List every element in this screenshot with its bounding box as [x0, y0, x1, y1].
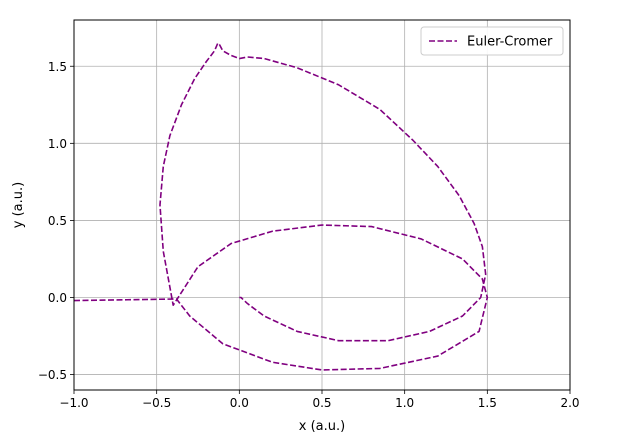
x-tick-label: 0.0	[230, 396, 249, 410]
x-tick-label: 0.5	[312, 396, 331, 410]
y-tick-label: 0.5	[48, 214, 67, 228]
x-tick-label: 1.5	[478, 396, 497, 410]
series-line-euler-cromer	[74, 42, 489, 371]
x-tick-label: 1.0	[395, 396, 414, 410]
y-tick-label: 0.0	[48, 291, 67, 305]
plot-lines	[74, 42, 489, 371]
x-axis-label: x (a.u.)	[299, 419, 345, 434]
x-tick-label: −0.5	[142, 396, 171, 410]
y-tick-label: −0.5	[38, 368, 67, 382]
grid	[73, 20, 571, 390]
legend-box	[420, 26, 564, 56]
legend: Euler-Cromer	[420, 26, 564, 56]
y-axis-label: y (a.u.)	[11, 182, 26, 228]
x-tick-label: −1.0	[59, 396, 88, 410]
x-axis: −1.0 −0.5 0.0 0.5 1.0 1.5 2.0	[59, 390, 580, 410]
legend-label-euler-cromer: Euler-Cromer	[467, 35, 553, 50]
y-axis: −0.5 0.0 0.5 1.0 1.5	[38, 60, 74, 382]
y-tick-label: 1.0	[48, 137, 67, 151]
y-tick-label: 1.5	[48, 60, 67, 74]
x-tick-label: 2.0	[560, 396, 579, 410]
